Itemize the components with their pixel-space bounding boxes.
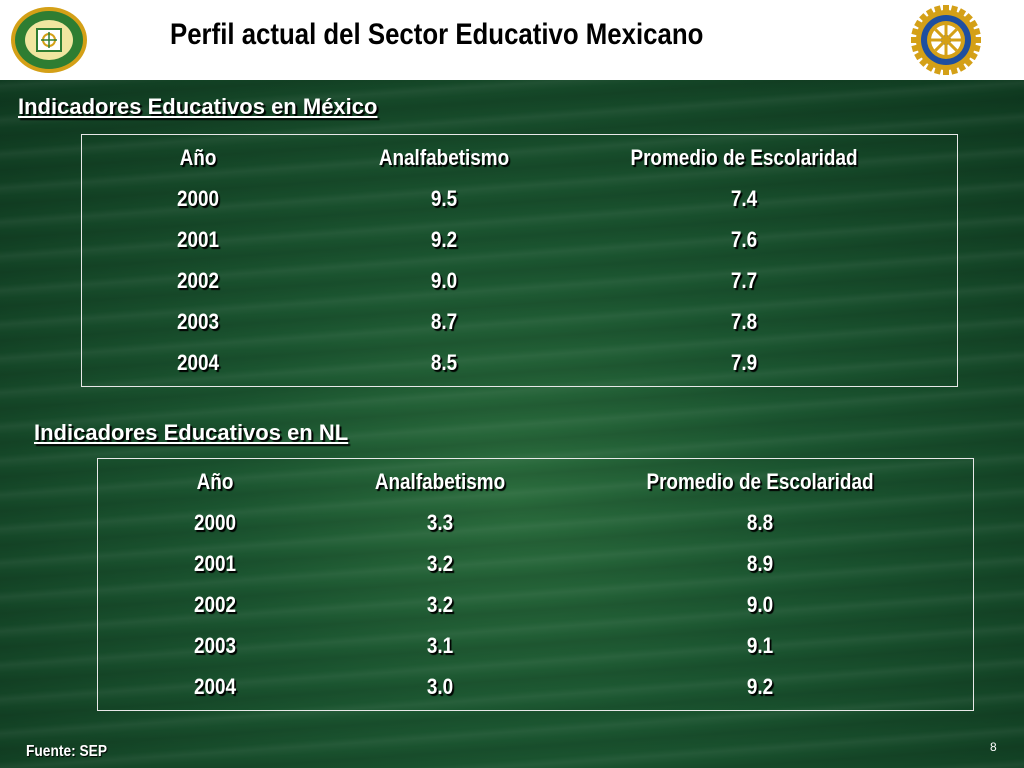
table-cell-illiteracy: 3.2 [426,551,454,576]
table-cell-schooling: 9.0 [746,592,774,617]
table-cell-year: 2003 [176,309,220,334]
table-cell-schooling: 7.4 [730,186,758,211]
table-cell-year: 2002 [193,592,237,617]
table-cell-year: 2000 [176,186,220,211]
column-header-schooling: Promedio de Escolaridad [630,145,858,170]
column-header-schooling: Promedio de Escolaridad [646,469,874,494]
table-cell-schooling: 7.9 [730,350,758,375]
table-cell-illiteracy: 8.5 [430,350,458,375]
table-cell-schooling: 8.8 [746,510,774,535]
table-cell-illiteracy: 9.0 [430,268,458,293]
table-mexico [81,134,958,387]
page-number: 8 [990,740,997,754]
column-header-illiteracy: Analfabetismo [378,145,510,170]
column-header-year: Año [179,145,217,170]
table-cell-year: 2004 [176,350,220,375]
table-cell-schooling: 9.2 [746,674,774,699]
column-header-illiteracy: Analfabetismo [374,469,506,494]
source-note: Fuente: SEP [26,743,108,760]
table-cell-illiteracy: 3.1 [426,633,454,658]
table-cell-illiteracy: 9.5 [430,186,458,211]
table-cell-schooling: 9.1 [746,633,774,658]
table-cell-schooling: 8.9 [746,551,774,576]
table-cell-year: 2000 [193,510,237,535]
table-cell-schooling: 7.7 [730,268,758,293]
section-title-nl: Indicadores Educativos en NL [34,420,349,445]
table-cell-year: 2001 [193,551,237,576]
table-cell-year: 2002 [176,268,220,293]
table-cell-year: 2004 [193,674,237,699]
table-cell-illiteracy: 9.2 [430,227,458,252]
university-seal-logo [11,7,87,73]
table-nl [97,458,974,711]
table-cell-illiteracy: 8.7 [430,309,458,334]
page-title: Perfil actual del Sector Educativo Mexic… [170,18,704,51]
table-cell-illiteracy: 3.3 [426,510,454,535]
table-cell-schooling: 7.8 [730,309,758,334]
column-header-year: Año [196,469,234,494]
table-cell-illiteracy: 3.2 [426,592,454,617]
slide-background [0,80,1024,768]
table-cell-year: 2003 [193,633,237,658]
slide-header: Perfil actual del Sector Educativo Mexic… [0,0,1024,80]
rotary-wheel-logo [911,5,981,75]
section-title-mexico: Indicadores Educativos en México [18,94,378,119]
table-cell-illiteracy: 3.0 [426,674,454,699]
table-cell-year: 2001 [176,227,220,252]
table-cell-schooling: 7.6 [730,227,758,252]
